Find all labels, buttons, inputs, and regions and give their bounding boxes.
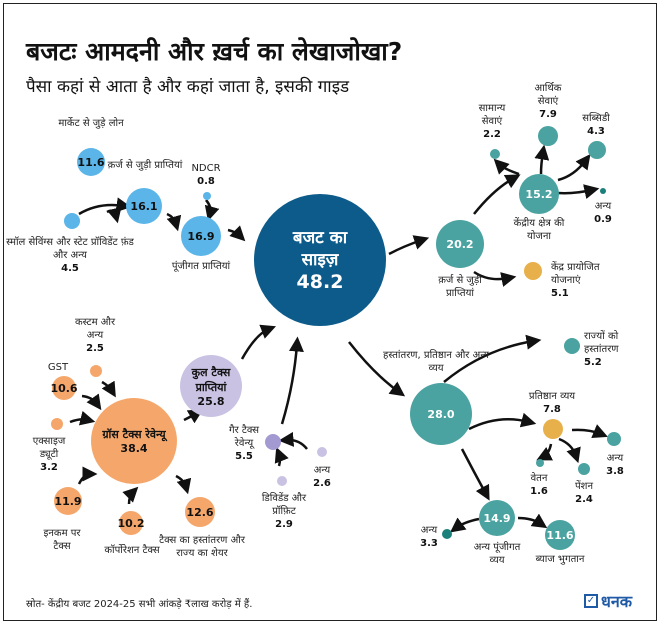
corporation-tax-circle: 10.2 [117, 511, 145, 535]
non-tax-other-label: अन्य 2.6 [313, 465, 331, 489]
gross-tax-circle: ग्रॉस टैक्स रेवेन्यू 38.4 [91, 398, 177, 484]
transfers-circle: 28.0 [410, 383, 472, 445]
logo: ✓ धनक [584, 590, 632, 612]
budget-size-value: 48.2 [296, 271, 344, 293]
interest-circle: 11.6 [545, 520, 575, 550]
source-note: स्रोत- केंद्रीय बजट 2024-25 सभी आंकड़े ₹… [26, 599, 253, 610]
establishment-label: प्रतिष्ठान व्यय 7.8 [528, 391, 576, 415]
salary-circle [536, 459, 544, 467]
total-tax-circle: कुल टैक्स प्राप्तियां 25.8 [180, 355, 242, 417]
gst-label: GST [47, 362, 69, 373]
tax-transfer-circle: 12.6 [185, 497, 215, 527]
budget-size-circle: बजट का साइज़ 48.2 [254, 194, 386, 326]
small-savings-label: स्मॉल सेविंग्स और स्टेट प्रॉविडेंट फ़ंड … [6, 237, 134, 274]
debt-receipts-label: क़र्ज से जुड़ी प्राप्तियां [107, 160, 183, 171]
schemes-other-circle [600, 188, 606, 194]
capital-receipts-circle: 16.9 [181, 216, 221, 256]
cap-other-label: अन्य 3.3 [420, 525, 438, 549]
corporation-tax-label: कॉर्पोरेशन टैक्स [104, 545, 160, 556]
economic-services-label: आर्थिक सेवाएं 7.9 [534, 83, 562, 120]
small-savings-circle [64, 213, 80, 229]
pension-label: पेंशन 2.4 [574, 481, 594, 505]
gst-circle: 10.6 [50, 376, 78, 400]
est-other-label: अन्य 3.8 [606, 453, 624, 477]
schemes-other-label: अन्य 0.9 [594, 201, 612, 225]
economic-services-circle [538, 126, 558, 146]
general-services-label: सामान्य सेवाएं 2.2 [478, 103, 506, 140]
customs-label: कस्टम और अन्य 2.5 [74, 317, 116, 354]
subsidy-label: सब्सिडी 4.3 [582, 113, 610, 137]
dividend-label: डिविडेंड और प्रॉफ़िट 2.9 [261, 493, 307, 530]
non-tax-label: गैर टैक्स रेवेन्यू 5.5 [228, 425, 260, 462]
central-schemes-circle: 15.2 [519, 174, 559, 214]
budget-size-label: बजट का साइज़ [292, 228, 348, 270]
other-capital-label: अन्य पूंजीगत व्यय [473, 542, 521, 566]
market-loans-circle: 11.6 [77, 148, 105, 176]
flow-arrows [69, 144, 608, 533]
state-transfers-circle [564, 338, 580, 354]
page-title: बजटः आमदनी और ख़र्च का लेखाजोखा? [26, 37, 403, 66]
other-capital-circle: 14.9 [479, 500, 515, 536]
central-schemes-label: केंद्रीय क्षेत्र की योजना [513, 218, 565, 242]
sponsored-schemes-label: केंद्र प्रायोजित योजनाएं 5.1 [551, 262, 600, 299]
income-tax-circle: 11.9 [54, 487, 82, 515]
subsidy-circle [588, 141, 606, 159]
transfers-label: हस्तांतरण, प्रतिष्ठान और अन्य व्यय [383, 350, 489, 374]
establishment-circle [543, 419, 563, 439]
salary-label: वेतन 1.6 [530, 473, 548, 497]
capital-receipts-label: पूंजीगत प्राप्तियां [171, 261, 231, 272]
infographic: बजटः आमदनी और ख़र्च का लेखाजोखा? पैसा कह… [3, 3, 657, 621]
excise-label: एक्साइज ड्यूटी 3.2 [32, 436, 66, 473]
ndcr-label: NDCR 0.8 [191, 163, 221, 187]
customs-circle [90, 365, 102, 377]
interest-label: ब्याज भुगतान [535, 554, 585, 565]
non-tax-other-circle [317, 447, 327, 457]
est-other-circle [607, 432, 621, 446]
debt-receipts-circle: 16.1 [126, 188, 162, 224]
market-loans-label: मार्केट से जुड़े लोन [58, 118, 124, 129]
dividend-circle [277, 476, 287, 486]
state-transfers-label: राज्यों को हस्तांतरण 5.2 [584, 331, 619, 368]
debt-related-label: क़र्ज से जुड़ी प्राप्तियां [438, 275, 482, 299]
cap-other-circle [442, 529, 452, 539]
arrow [106, 206, 122, 224]
excise-circle [51, 418, 63, 430]
sponsored-schemes-circle [524, 262, 542, 280]
subtitle: पैसा कहां से आता है और कहां जाता है, इसक… [26, 77, 350, 97]
check-icon: ✓ [584, 594, 598, 608]
general-services-circle [490, 149, 500, 159]
pension-circle [578, 463, 590, 475]
debt-related-circle: 20.2 [436, 220, 484, 268]
income-tax-label: इनकम पर टैक्स [43, 528, 81, 552]
non-tax-circle [265, 434, 281, 450]
ndcr-circle [203, 192, 211, 200]
tax-transfer-label: टैक्स का हस्तांतरण और राज्य का शेयर [159, 535, 245, 559]
